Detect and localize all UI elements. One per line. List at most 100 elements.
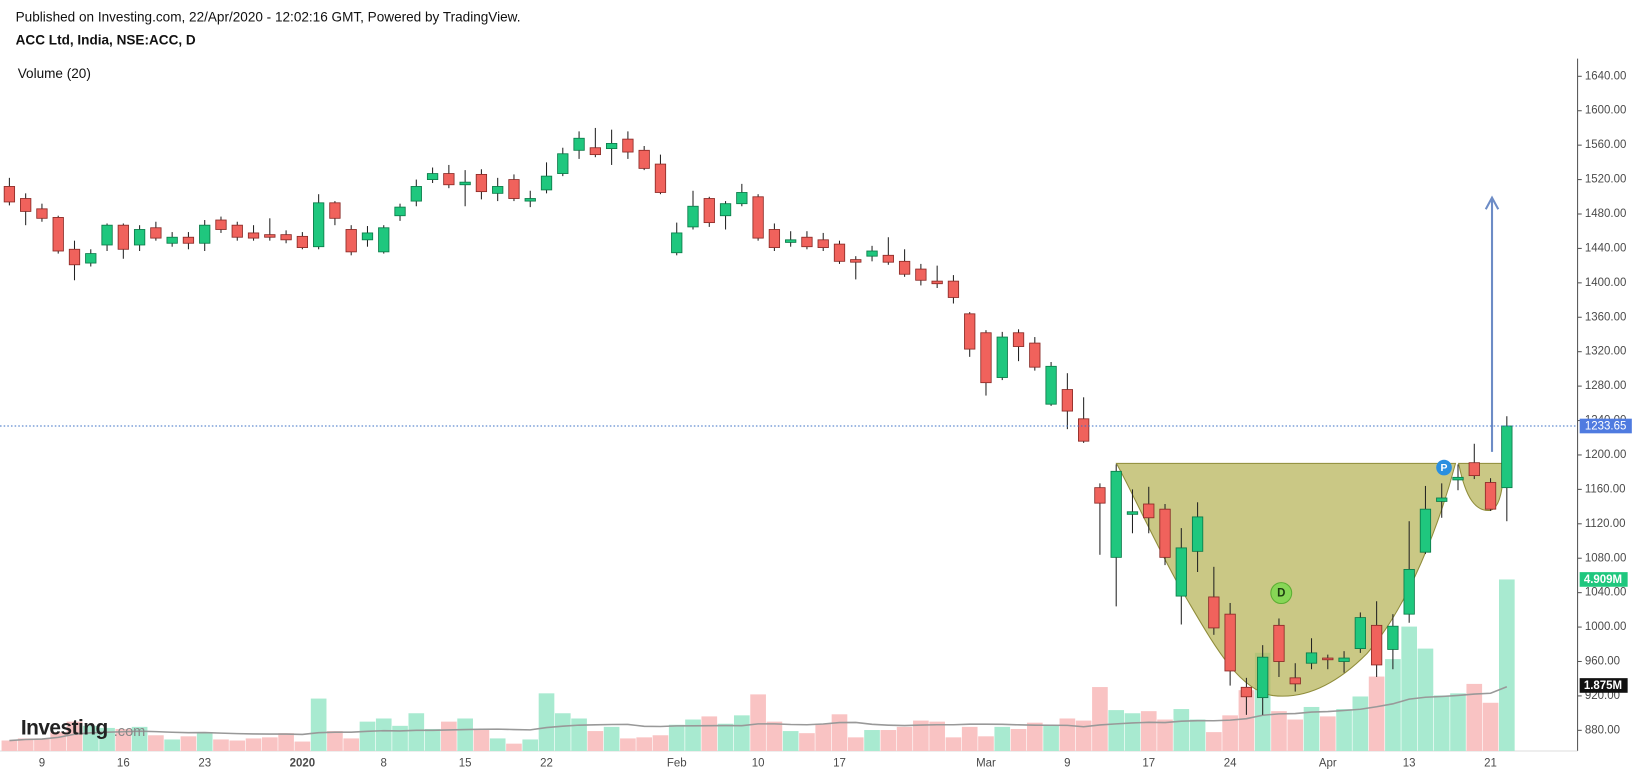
volume-bar bbox=[1010, 728, 1027, 751]
volume-bar bbox=[229, 740, 246, 751]
volume-bar bbox=[1401, 626, 1417, 751]
volume-bar bbox=[668, 724, 685, 751]
candle-body bbox=[1289, 677, 1301, 685]
arrow-head bbox=[1484, 195, 1500, 210]
volume-ma-line bbox=[9, 686, 1508, 742]
candle-body bbox=[719, 203, 732, 217]
x-tick-label: 23 bbox=[198, 758, 211, 770]
volume-bar bbox=[571, 718, 587, 751]
candle-body bbox=[68, 248, 81, 266]
y-tick-label: 1360.00 bbox=[1585, 311, 1626, 323]
y-tick-label: 1320.00 bbox=[1585, 346, 1626, 358]
volume-bar bbox=[522, 739, 539, 751]
volume-bar bbox=[1092, 687, 1108, 751]
candle-body bbox=[1045, 365, 1057, 405]
candle-body bbox=[1094, 487, 1106, 504]
candle-body bbox=[736, 192, 748, 205]
y-tick-label: 920.00 bbox=[1585, 690, 1620, 702]
marker-d: D bbox=[1270, 582, 1293, 605]
volume-bar bbox=[294, 741, 311, 751]
candle-body bbox=[915, 268, 927, 281]
axis-layer: 880.00 920.00 960.00 1000.00 1040.00 1080.00 1… bbox=[0, 70, 1632, 770]
candle-body bbox=[329, 202, 341, 219]
candle-body bbox=[199, 224, 211, 244]
volume-bar bbox=[1433, 695, 1450, 751]
candle-body bbox=[443, 173, 455, 186]
chart-title: ACC Ltd, India, NSE:ACC, D bbox=[16, 32, 196, 47]
volume-bar bbox=[961, 726, 978, 751]
volume-bar bbox=[1368, 676, 1385, 751]
candle-body bbox=[1387, 625, 1399, 650]
candle-body bbox=[1061, 389, 1073, 412]
candle-body bbox=[768, 229, 781, 248]
volume-bar bbox=[554, 713, 571, 751]
x-tick-label: Mar bbox=[976, 758, 996, 770]
volume-bar bbox=[131, 726, 148, 751]
volume-bar bbox=[831, 714, 848, 751]
volume-bar bbox=[1450, 693, 1466, 751]
candle-body bbox=[589, 147, 601, 156]
volume-bar bbox=[1026, 722, 1043, 751]
volume-tag bbox=[1579, 572, 1628, 587]
candle-body bbox=[117, 224, 129, 250]
volume-bar bbox=[603, 726, 620, 751]
candle-body bbox=[752, 196, 764, 239]
candle-body bbox=[654, 163, 667, 193]
volume-bar bbox=[278, 733, 294, 751]
marker-p: P bbox=[1436, 459, 1452, 476]
x-tick-label: 17 bbox=[833, 758, 846, 770]
volume-bar bbox=[880, 730, 897, 751]
volume-bar bbox=[441, 721, 457, 751]
volume-bar bbox=[245, 738, 262, 751]
candle-body bbox=[20, 198, 32, 212]
candle-body bbox=[540, 175, 553, 191]
volume-bar bbox=[766, 721, 783, 751]
volume-bar bbox=[392, 725, 408, 751]
x-tick-label: Apr bbox=[1319, 758, 1337, 770]
candle-body bbox=[1354, 617, 1366, 650]
volume-layer bbox=[1, 579, 1515, 751]
volume-bar bbox=[148, 735, 164, 751]
volume-bar bbox=[1271, 711, 1287, 751]
y-tick-label: 1280.00 bbox=[1585, 380, 1626, 392]
candle-body bbox=[1370, 624, 1383, 666]
volume-bar bbox=[1499, 579, 1515, 751]
candle-body bbox=[605, 143, 618, 150]
volume-bar bbox=[815, 723, 832, 751]
candle-body bbox=[996, 336, 1008, 378]
candle-body bbox=[345, 229, 357, 253]
volume-bar bbox=[1482, 702, 1499, 751]
candle-body bbox=[524, 198, 536, 202]
volume-bar bbox=[1140, 711, 1157, 751]
candle-body bbox=[898, 260, 911, 275]
candle-body bbox=[459, 181, 471, 186]
candle-body bbox=[980, 332, 992, 384]
candle-body bbox=[1273, 624, 1285, 662]
candle-body bbox=[1012, 332, 1025, 347]
last-price-tag bbox=[1579, 418, 1632, 434]
candle-body bbox=[703, 198, 715, 224]
volume-bar bbox=[717, 723, 734, 751]
subtitle: Published on Investing.com, 22/Apr/2020 … bbox=[16, 9, 521, 24]
y-tick-label: 1640.00 bbox=[1585, 70, 1626, 82]
x-tick-label: 22 bbox=[540, 758, 553, 770]
candle-body bbox=[394, 206, 406, 217]
volume-bar bbox=[1303, 706, 1320, 751]
volume-bar bbox=[620, 738, 636, 751]
volume-bar bbox=[913, 720, 929, 751]
candle-body bbox=[947, 280, 960, 298]
volume-bar bbox=[1206, 732, 1222, 751]
volume-bar bbox=[1124, 713, 1141, 751]
volume-tag-label: 4.909M bbox=[1584, 574, 1622, 586]
last-price-label: 1233.65 bbox=[1585, 421, 1626, 433]
candle-body bbox=[182, 236, 195, 244]
candle-body bbox=[671, 232, 683, 254]
volume-bar bbox=[782, 731, 799, 751]
y-tick-label: 1560.00 bbox=[1585, 139, 1626, 151]
volume-bar bbox=[1173, 709, 1190, 751]
y-tick-label: 1120.00 bbox=[1585, 518, 1626, 530]
volume-bar bbox=[327, 731, 343, 751]
candle-body bbox=[1305, 652, 1318, 664]
y-tick-label: 1520.00 bbox=[1585, 174, 1626, 186]
candle-body bbox=[817, 239, 829, 248]
